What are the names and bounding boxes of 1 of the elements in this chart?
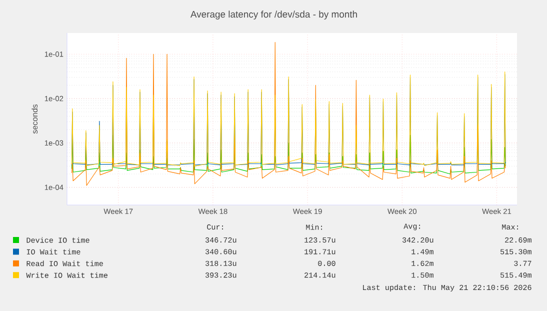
chart-title: Average latency for /dev/sda - by month <box>190 10 357 20</box>
